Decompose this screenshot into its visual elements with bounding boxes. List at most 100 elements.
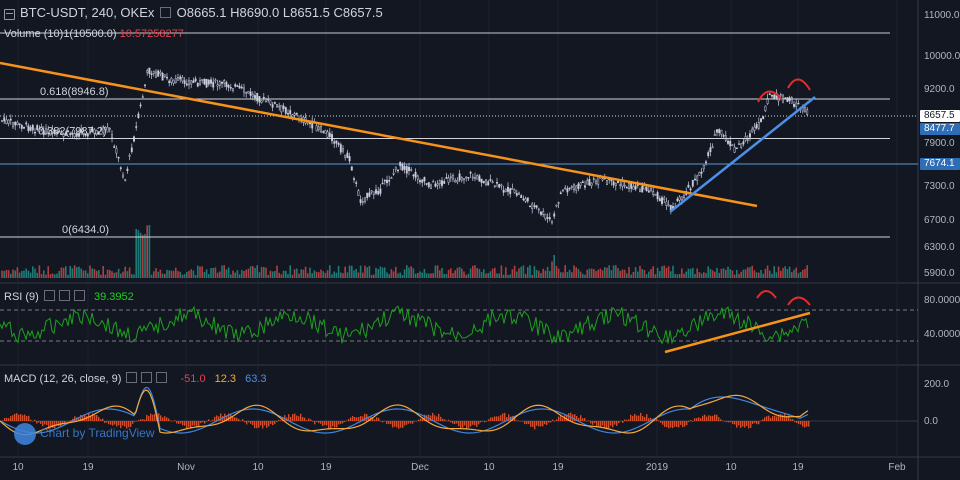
volume-legend[interactable]: Volume (10)1(10500.0) 10.57258277	[4, 28, 184, 40]
volume-bar	[298, 273, 300, 278]
candle-body	[324, 130, 327, 134]
volume-bar	[678, 273, 681, 278]
volume-bar	[335, 272, 338, 278]
visibility-icon[interactable]	[126, 372, 138, 383]
candle-body	[1, 120, 3, 122]
volume-bar	[399, 272, 401, 278]
macd-histogram-bar	[478, 421, 480, 425]
macd-histogram-bar	[312, 421, 314, 422]
volume-bar	[36, 272, 38, 278]
close-icon[interactable]	[156, 372, 168, 383]
ohlc-open: O8665.1	[176, 5, 227, 20]
candle-body	[738, 143, 740, 146]
candle-body	[64, 132, 67, 136]
volume-bar	[432, 273, 434, 278]
macd-histogram-bar	[134, 421, 136, 422]
volume-bar	[190, 269, 192, 278]
macd-histogram-bar	[454, 421, 456, 425]
macd-histogram-bar	[206, 421, 208, 422]
volume-bar	[733, 274, 736, 278]
candle-body	[317, 126, 320, 130]
rsi-line	[0, 305, 809, 345]
volume-bar	[599, 268, 602, 278]
tradingview-logo-icon	[14, 423, 36, 445]
rsi-axis-label: 40.0000	[924, 329, 960, 340]
candle-body	[498, 183, 501, 188]
candle-body	[40, 126, 43, 130]
candle-body	[113, 146, 116, 148]
visibility-icon[interactable]	[43, 290, 55, 301]
volume-bar	[201, 266, 203, 278]
macd-histogram-bar	[772, 416, 774, 421]
volume-bar	[546, 266, 549, 278]
candle-body	[478, 175, 481, 182]
volume-bar	[654, 274, 657, 278]
tradingview-watermark[interactable]: Chart by TradingView	[14, 423, 155, 445]
settings-icon[interactable]	[141, 372, 153, 383]
candle-body	[564, 187, 567, 190]
volume-bar	[194, 274, 197, 278]
macd-histogram-bar	[356, 417, 358, 421]
macd-histogram-bar	[194, 421, 196, 426]
volume-bar	[221, 265, 223, 278]
volume-bar	[663, 265, 665, 278]
macd-histogram-bar	[516, 420, 518, 421]
volume-bar	[269, 270, 272, 278]
volume-bar	[326, 270, 329, 278]
menu-icon[interactable]	[4, 9, 15, 20]
volume-bar	[49, 274, 52, 278]
macd-histogram-bar	[388, 421, 390, 424]
ohlc-close: C8657.5	[333, 5, 383, 20]
candle-body	[273, 101, 276, 104]
macd-histogram-bar	[698, 417, 700, 421]
candle-body	[469, 171, 472, 174]
fibonacci-levels: 0.618(8946.8) 0.382(7987.2) 0(6434.0)	[0, 86, 890, 238]
macd-histogram-bar	[710, 415, 712, 421]
candle-body	[157, 70, 160, 77]
volume-bar	[612, 265, 615, 278]
macd-histogram-bar	[424, 414, 426, 421]
volume-bar	[265, 267, 267, 278]
macd-histogram-bar	[34, 419, 36, 421]
candle-body	[386, 179, 388, 184]
volume-bar	[21, 270, 23, 278]
macd-histogram-bar	[132, 421, 134, 424]
volume-bar	[478, 268, 481, 278]
candle-body	[225, 82, 228, 88]
macd-histogram-bar	[776, 416, 778, 421]
volume-bar	[192, 270, 195, 278]
macd-signal-line	[0, 389, 809, 436]
macd-histogram-bar	[730, 421, 732, 423]
macd-legend[interactable]: MACD (12, 26, close, 9) -51.0 12.3 63.3	[4, 372, 267, 385]
volume-bar	[560, 272, 562, 278]
candle-body	[647, 190, 650, 193]
settings-icon[interactable]	[160, 7, 171, 18]
symbol-title[interactable]: BTC-USDT, 240, OKEx O8665.1 H8690.0 L865…	[20, 5, 383, 20]
macd-histogram-bar	[32, 421, 34, 422]
close-icon[interactable]	[73, 290, 85, 301]
volume-bar	[210, 268, 212, 278]
rsi-legend[interactable]: RSI (9) 39.3952	[4, 290, 134, 303]
candle-body	[546, 217, 549, 219]
candle-body	[768, 93, 771, 96]
macd-histogram-bar	[690, 419, 692, 421]
candle-body	[577, 183, 580, 189]
candle-body	[581, 181, 584, 183]
settings-icon[interactable]	[58, 290, 70, 301]
volume-bar	[628, 267, 630, 278]
macd-histogram-bar	[606, 421, 608, 430]
macd-histogram-bar	[342, 421, 344, 424]
candle-body	[339, 144, 342, 153]
macd-histogram-bar	[164, 416, 166, 421]
price-level-tag: 8477.7	[920, 123, 960, 135]
volume-bar	[390, 269, 393, 278]
volume-bar	[373, 274, 375, 278]
candle-body	[421, 179, 424, 183]
macd-signal-value: 63.3	[245, 373, 267, 385]
candle-body	[271, 104, 274, 108]
volume-bar	[711, 270, 714, 278]
macd-histogram-bar	[504, 412, 506, 421]
volume-bar	[157, 271, 159, 278]
macd-histogram-bar	[630, 414, 632, 421]
